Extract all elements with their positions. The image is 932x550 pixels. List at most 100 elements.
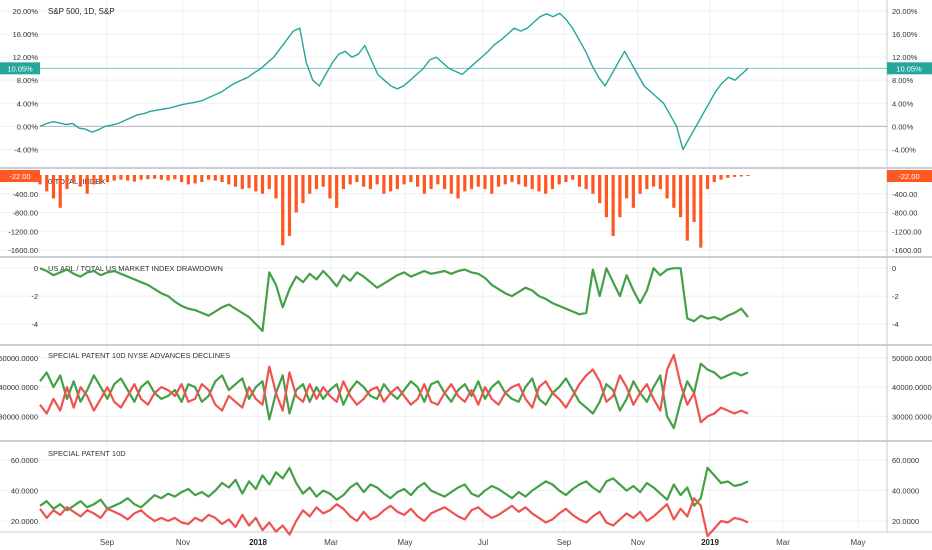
histogram-bar: [746, 175, 750, 177]
y-tick-label-right[interactable]: 40000.0000: [892, 383, 932, 392]
y-tick-label-right[interactable]: 60.0000: [892, 456, 919, 465]
histogram-bar: [112, 175, 116, 181]
histogram-bar: [99, 175, 103, 184]
histogram-bar: [469, 175, 474, 190]
series-line: [39, 353, 749, 424]
histogram-bar: [652, 175, 656, 187]
histogram-bar: [301, 175, 305, 204]
time-axis-label[interactable]: Sep: [100, 538, 115, 547]
histogram-bar: [496, 175, 501, 187]
time-axis-label[interactable]: 2019: [701, 538, 719, 547]
histogram-bar: [591, 175, 595, 194]
y-tick-label-right[interactable]: -400.00: [892, 190, 917, 199]
y-tick-label-left[interactable]: -4.00%: [14, 145, 38, 154]
y-tick-label-left[interactable]: 20.00%: [13, 7, 39, 16]
time-axis[interactable]: Sep Nov 2018 Mar May Jul Sep Nov 2019 Mar May: [100, 538, 866, 547]
histogram-bar: [200, 175, 204, 183]
histogram-bar: [341, 175, 346, 190]
histogram-bar: [598, 175, 602, 204]
y-tick-label-left[interactable]: 40000.0000: [0, 383, 38, 392]
y-tick-label-left[interactable]: 12.00%: [13, 53, 39, 62]
histogram-bar: [166, 175, 170, 181]
y-tick-label-right[interactable]: -2: [892, 292, 899, 301]
histogram-bar: [631, 175, 635, 208]
histogram-bar: [389, 175, 393, 192]
y-tick-label-right[interactable]: -800.00: [892, 209, 917, 218]
y-tick-label-right[interactable]: 16.00%: [892, 30, 918, 39]
y-tick-label-right[interactable]: 0: [892, 264, 896, 273]
time-axis-label[interactable]: Jul: [478, 538, 488, 547]
y-tick-label-left[interactable]: 0: [34, 264, 38, 273]
histogram-bar: [395, 175, 399, 190]
y-tick-label-left[interactable]: -4: [31, 320, 38, 329]
histogram-bar: [618, 175, 622, 218]
y-tick-label-left[interactable]: 0.00%: [17, 122, 39, 131]
histogram-bar: [685, 175, 689, 241]
series-line: [39, 12, 749, 151]
series-line: [39, 497, 749, 538]
histogram-bar: [604, 175, 608, 218]
histogram-bar: [173, 175, 177, 180]
histogram-bar: [348, 175, 352, 185]
histogram-bar: [105, 175, 110, 183]
y-tick-label-left[interactable]: -2: [31, 292, 38, 301]
y-tick-label-left[interactable]: -1600.00: [8, 246, 38, 255]
time-axis-label[interactable]: Nov: [176, 538, 190, 547]
y-tick-label-left[interactable]: -800.00: [13, 209, 38, 218]
pane5-title: SPECIAL PATENT 10D: [48, 449, 126, 458]
y-tick-label-right[interactable]: 4.00%: [892, 99, 914, 108]
y-tick-label-left[interactable]: 40.0000: [11, 487, 38, 496]
histogram-bar: [429, 175, 433, 190]
y-tick-label-right[interactable]: -1200.00: [892, 227, 922, 236]
pane4-title: SPECIAL PATENT 10D NYSE ADVANCES DECLINE…: [48, 351, 230, 360]
histogram-bar: [732, 175, 737, 177]
time-axis-label[interactable]: 2018: [249, 538, 267, 547]
y-tick-label-right[interactable]: 0.00%: [892, 122, 914, 131]
time-axis-label[interactable]: Mar: [776, 538, 790, 547]
y-tick-label-right[interactable]: 50000.0000: [892, 354, 932, 363]
histogram-bar: [368, 175, 372, 190]
y-tick-label-left[interactable]: 20.0000: [11, 517, 38, 526]
y-tick-label-left[interactable]: 4.00%: [17, 99, 39, 108]
series-line: [39, 362, 749, 430]
y-tick-label-left[interactable]: 8.00%: [17, 76, 39, 85]
pane-separators[interactable]: [0, 0, 932, 533]
y-tick-label-right[interactable]: 12.00%: [892, 53, 918, 62]
time-axis-label[interactable]: Nov: [631, 538, 645, 547]
y-tick-label-right[interactable]: -4.00%: [892, 145, 916, 154]
histogram-bar: [645, 175, 649, 190]
histogram-bar: [146, 175, 150, 180]
time-axis-label[interactable]: Sep: [557, 538, 572, 547]
last-value-tag-left: [0, 62, 40, 75]
time-axis-label[interactable]: May: [397, 538, 412, 547]
histogram-bar: [308, 175, 312, 194]
histogram-bar: [335, 175, 339, 208]
time-axis-label[interactable]: Mar: [324, 538, 338, 547]
y-tick-label-left[interactable]: 30000.0000: [0, 412, 38, 421]
y-tick-label-right[interactable]: -4: [892, 320, 899, 329]
y-tick-label-right[interactable]: 40.0000: [892, 487, 919, 496]
y-tick-label-right[interactable]: 20.00%: [892, 7, 918, 16]
histogram-bar: [490, 175, 494, 194]
y-tick-label-right[interactable]: -1600.00: [892, 246, 922, 255]
y-tick-label-right[interactable]: 20.0000: [892, 517, 919, 526]
histogram-bar: [254, 175, 258, 192]
time-axis-label[interactable]: May: [850, 538, 865, 547]
histogram-bar: [328, 175, 332, 199]
histogram-bar: [409, 175, 413, 183]
histogram-bar: [422, 175, 426, 194]
price-scales[interactable]: -4.00% -4.00% 0.00% 0.00% 4.00% 4.00% 8.00% 8.0…: [0, 7, 932, 526]
y-tick-label-right[interactable]: 8.00%: [892, 76, 914, 85]
y-tick-label-left[interactable]: 16.00%: [13, 30, 39, 39]
histogram-bar: [584, 175, 588, 190]
y-tick-label-right[interactable]: 30000.0000: [892, 412, 932, 421]
histogram-bar: [544, 175, 548, 194]
y-tick-label-left[interactable]: 60.0000: [11, 456, 38, 465]
y-tick-label-left[interactable]: 50000.0000: [0, 354, 38, 363]
last-value-tag-right: [887, 170, 932, 183]
y-tick-label-left[interactable]: -400.00: [13, 190, 38, 199]
pane2-title: 0-TOTAL_INDEX: [48, 177, 105, 186]
y-tick-label-left[interactable]: -1200.00: [8, 227, 38, 236]
series-line: [39, 466, 749, 512]
